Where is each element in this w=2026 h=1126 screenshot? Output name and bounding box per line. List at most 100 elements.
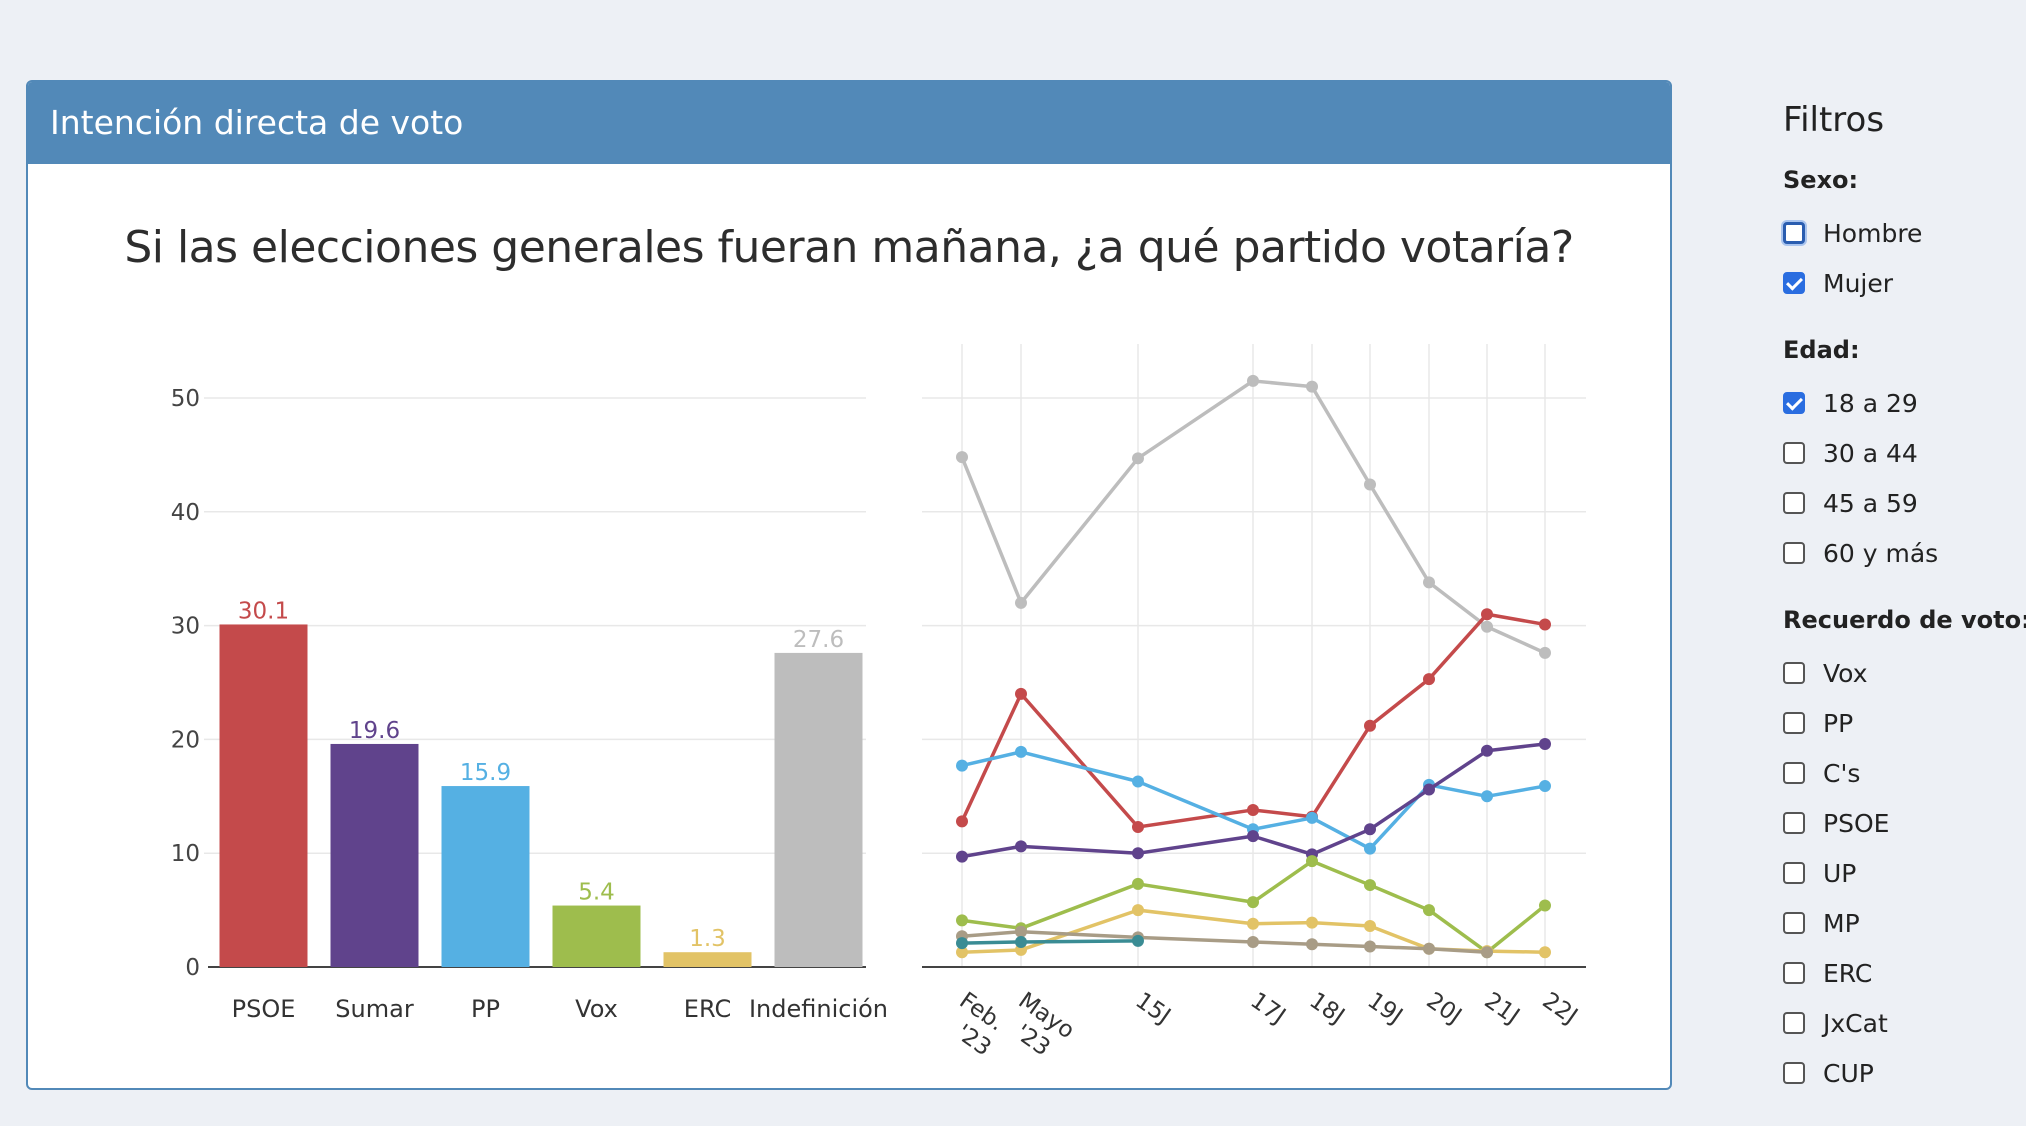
filter-option[interactable]: PP [1783, 698, 2023, 748]
bar [330, 743, 419, 967]
series-point [1306, 811, 1318, 824]
series-point [1247, 830, 1259, 843]
series-point [1423, 942, 1435, 955]
filter-checkbox[interactable] [1783, 222, 1805, 244]
filter-option-label: Hombre [1823, 218, 1923, 248]
filter-group: Recuerdo de voto: Vox PP C's PSOE UP MP ERC JxCa… [1783, 606, 2026, 1098]
filter-option[interactable]: JxCat [1783, 998, 2023, 1048]
series-point [1132, 847, 1144, 860]
bar-value-label: 15.9 [460, 760, 511, 786]
series-point [1539, 780, 1551, 793]
vote-intention-panel: Intención directa de voto Si las eleccio… [26, 80, 1672, 1090]
filter-group-title: Edad: [1783, 336, 1860, 364]
filter-option-label: 45 a 59 [1823, 488, 1918, 518]
series-line [961, 939, 1139, 945]
filter-option[interactable]: PSOE [1783, 798, 2023, 848]
filter-group: Edad: 18 a 29 30 a 44 45 a 59 60 y más [1783, 336, 2023, 578]
series-point [1015, 596, 1027, 609]
line-x-tick-label: 20J [1422, 988, 1466, 1030]
series-point [1364, 940, 1376, 953]
series-point [1423, 904, 1435, 917]
filter-option-label: Vox [1823, 658, 1868, 688]
line-x-tick-label: 17J [1246, 988, 1290, 1030]
filter-option[interactable]: Mujer [1783, 258, 2023, 308]
series-point [1364, 478, 1376, 491]
series-point [1481, 946, 1493, 959]
filter-checkbox[interactable] [1783, 962, 1805, 984]
filter-option[interactable]: Hombre [1783, 208, 2023, 258]
charts-area: 0 10 20 30 40 50 30.1 PSOE 19.6 Sumar 15.9 PP 5.4 Vox… [171, 344, 1586, 1068]
bar-value-label: 30.1 [238, 598, 289, 624]
bar-category-label: Vox [575, 995, 618, 1023]
series-point [1364, 920, 1376, 933]
filter-option[interactable]: C's [1783, 748, 2023, 798]
series-point [1015, 925, 1027, 938]
series-point [1015, 935, 1027, 948]
filter-option-label: PP [1823, 708, 1854, 738]
filter-group: Sexo: Hombre Mujer [1783, 166, 2023, 308]
series-point [1539, 737, 1551, 750]
filter-checkbox[interactable] [1783, 912, 1805, 934]
bar-value-label: 5.4 [578, 880, 615, 906]
series-point [1015, 840, 1027, 853]
filter-checkbox[interactable] [1783, 862, 1805, 884]
bar-y-tick-label: 0 [185, 955, 200, 981]
filter-option[interactable]: MP [1783, 898, 2023, 948]
series-point [1306, 380, 1318, 393]
bar-y-tick-label: 40 [171, 500, 200, 526]
bar-value-label: 19.6 [349, 718, 400, 744]
filter-checkbox[interactable] [1783, 392, 1805, 414]
filter-option-label: 18 a 29 [1823, 388, 1918, 418]
filter-option[interactable]: CUP [1783, 1048, 2023, 1098]
filter-option[interactable]: ERC [1783, 948, 2023, 998]
series-point [1364, 719, 1376, 732]
series-point [1247, 803, 1259, 816]
filter-option-label: 30 a 44 [1823, 438, 1918, 468]
series-point [1247, 917, 1259, 930]
filter-option-label: PSOE [1823, 808, 1890, 838]
filter-checkbox[interactable] [1783, 812, 1805, 834]
filter-option[interactable]: Vox [1783, 648, 2023, 698]
series-point [956, 937, 968, 950]
filter-option-label: JxCat [1823, 1008, 1888, 1038]
series-point [1423, 783, 1435, 796]
series-point [956, 946, 968, 959]
series-point [956, 759, 968, 772]
filter-option[interactable]: 30 a 44 [1783, 428, 2023, 478]
series-point [956, 451, 968, 464]
filter-option[interactable]: 45 a 59 [1783, 478, 2023, 528]
filter-option-label: UP [1823, 858, 1857, 888]
series-point [1539, 618, 1551, 631]
bar [219, 624, 308, 967]
line-x-tick-label: 19J [1363, 988, 1407, 1030]
bar-y-tick-label: 10 [171, 841, 200, 867]
filter-option[interactable]: 18 a 29 [1783, 378, 2023, 428]
filter-option[interactable]: 60 y más [1783, 528, 2023, 578]
series-point [1132, 877, 1144, 890]
series-point [1132, 904, 1144, 917]
filter-checkbox[interactable] [1783, 1062, 1805, 1084]
series-point [1015, 687, 1027, 700]
filter-checkbox[interactable] [1783, 272, 1805, 294]
series-point [1247, 374, 1259, 387]
filter-checkbox[interactable] [1783, 1012, 1805, 1034]
filter-option-label: ERC [1823, 958, 1873, 988]
filter-checkbox[interactable] [1783, 542, 1805, 564]
bar-y-tick-label: 20 [171, 727, 200, 753]
filter-checkbox[interactable] [1783, 662, 1805, 684]
bar-value-label: 27.6 [793, 627, 844, 653]
filter-checkbox[interactable] [1783, 712, 1805, 734]
filters-title: Filtros [1783, 100, 1885, 140]
filter-checkbox[interactable] [1783, 442, 1805, 464]
filter-checkbox[interactable] [1783, 762, 1805, 784]
series-point [1247, 896, 1259, 909]
bar-y-tick-label: 50 [171, 386, 200, 412]
line-x-tick-label: Mayo'23 [997, 988, 1078, 1068]
bar-category-label: Indefinición [749, 995, 888, 1023]
filter-option-label: Mujer [1823, 268, 1894, 298]
filter-checkbox[interactable] [1783, 492, 1805, 514]
filter-option[interactable]: UP [1783, 848, 2023, 898]
series-point [1481, 608, 1493, 621]
series-point [1481, 620, 1493, 633]
line-x-tick-label: 21J [1480, 988, 1524, 1030]
